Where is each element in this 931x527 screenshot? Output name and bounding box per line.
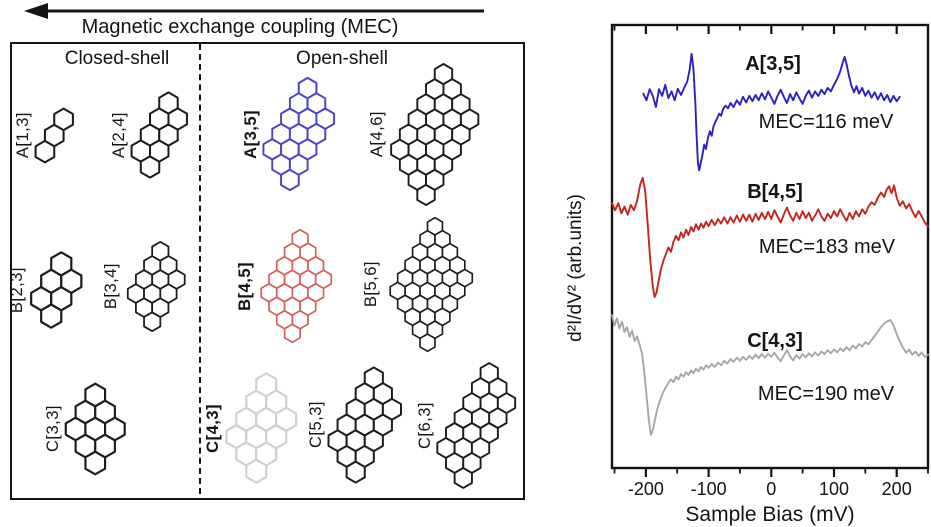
x-tick-label: 100 <box>819 479 849 499</box>
spectra-plot: -200 -100 0 100 200 Sample Bias (mV) A[3,5] MEC… <box>610 23 930 526</box>
curve-a35 <box>642 52 901 172</box>
mec-direction-arrow <box>24 3 484 19</box>
classification-box <box>10 42 525 500</box>
x-axis-label: Sample Bias (mV) <box>685 503 854 526</box>
mec-annotation-c43: MEC=190 meV <box>758 383 895 405</box>
mec-title: Magnetic exchange coupling (MEC) <box>81 16 399 38</box>
curve-b45 <box>611 176 929 298</box>
x-tick-label: -200 <box>628 479 664 499</box>
plot-frame <box>610 23 930 470</box>
x-tick-label: -100 <box>691 479 727 499</box>
x-tick-label: 0 <box>766 479 776 499</box>
series-label-c43: C[4,3] <box>747 330 803 352</box>
y-axis-label: d²I/dV² (arb.units) <box>565 194 586 342</box>
column-header-closed-shell: Closed-shell <box>64 48 170 69</box>
column-header-open-shell: Open-shell <box>296 48 388 69</box>
x-tick-label: 200 <box>882 479 912 499</box>
series-label-a35: A[3,5] <box>745 53 801 75</box>
mec-arrowhead-icon <box>24 3 48 19</box>
mec-annotation-a35: MEC=116 meV <box>759 111 894 133</box>
mec-annotation-b45: MEC=183 meV <box>759 236 896 258</box>
column-divider <box>199 44 201 494</box>
curve-c43 <box>611 314 929 436</box>
series-label-b45: B[4,5] <box>747 181 803 203</box>
